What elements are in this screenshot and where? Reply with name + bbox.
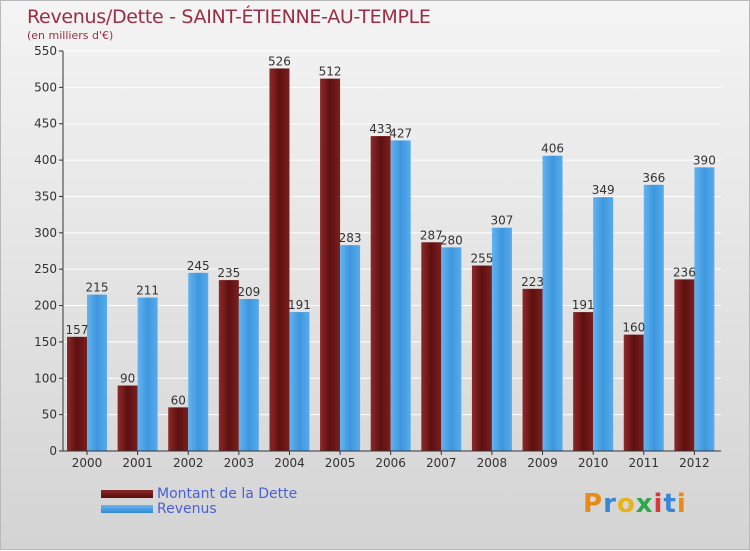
logo-letter: P — [583, 489, 604, 519]
revenue-bar — [441, 247, 462, 451]
legend-label-revenue: Revenus — [157, 501, 217, 517]
y-tick-label: 50 — [42, 408, 57, 422]
bar-value-label: 160 — [622, 321, 645, 335]
chart-title: Revenus/Dette - SAINT-ÉTIENNE-AU-TEMPLE — [27, 6, 431, 28]
revenue-bar — [694, 167, 715, 451]
debt-bar — [269, 68, 290, 452]
bar-value-label: 307 — [490, 214, 513, 228]
y-tick-label: 150 — [34, 335, 57, 349]
logo-letter: i — [653, 489, 664, 519]
bar-value-label: 366 — [642, 171, 665, 185]
debt-bar — [168, 407, 189, 451]
revenue-bar — [137, 297, 158, 451]
x-tick-label: 2004 — [274, 456, 305, 470]
y-tick-label: 500 — [34, 80, 57, 94]
revenue-bar — [542, 155, 563, 451]
x-tick-label: 2000 — [72, 456, 103, 470]
logo-letter: o — [616, 489, 636, 519]
y-tick-label: 550 — [34, 44, 57, 58]
debt-bar — [320, 78, 341, 452]
y-tick-label: 200 — [34, 299, 57, 313]
bar-value-label: 211 — [136, 284, 159, 298]
revenue-bar — [87, 294, 107, 451]
debt-bar — [370, 136, 391, 451]
legend-swatch-revenue — [101, 505, 153, 513]
revenue-bar — [643, 184, 664, 451]
bar-value-label: 349 — [592, 183, 615, 197]
revenue-bar — [289, 312, 310, 451]
y-tick-label: 400 — [34, 153, 57, 167]
logo-letter: r — [603, 489, 617, 519]
y-tick-label: 100 — [34, 371, 57, 385]
y-tick-label: 300 — [34, 226, 57, 240]
y-tick-label: 350 — [34, 189, 57, 203]
debt-bar — [421, 242, 442, 451]
x-tick-label: 2010 — [578, 456, 609, 470]
debt-bar — [117, 385, 138, 451]
bar-value-label: 209 — [237, 285, 260, 299]
debt-bar — [573, 312, 594, 451]
bar-value-label: 223 — [521, 275, 544, 289]
bar-value-label: 215 — [86, 281, 109, 295]
bar-value-label: 433 — [369, 122, 392, 136]
debt-bar — [218, 280, 239, 451]
debt-bar — [674, 279, 695, 451]
bar-value-label: 235 — [217, 266, 240, 280]
x-tick-label: 2008 — [477, 456, 508, 470]
debt-bar — [67, 336, 87, 451]
x-tick-label: 2006 — [375, 456, 406, 470]
bar-value-label: 157 — [66, 323, 89, 337]
legend-swatch-debt — [101, 490, 153, 498]
bar-value-label: 390 — [693, 153, 716, 167]
revenue-bar — [491, 227, 512, 451]
revenue-bar — [390, 140, 411, 452]
bar-value-label: 90 — [120, 372, 135, 386]
bar-value-label: 191 — [572, 298, 595, 312]
bar-value-label: 283 — [339, 231, 362, 245]
bar-value-label: 406 — [541, 142, 564, 156]
bar-value-label: 60 — [171, 393, 186, 407]
y-tick-label: 0 — [49, 444, 57, 458]
bar-value-label: 280 — [440, 233, 463, 247]
x-tick-label: 2005 — [325, 456, 356, 470]
legend-label-debt: Montant de la Dette — [157, 486, 298, 502]
x-tick-label: 2011 — [628, 456, 659, 470]
revenue-bar — [238, 299, 259, 451]
bar-value-label: 526 — [268, 54, 291, 68]
x-tick-label: 2003 — [224, 456, 255, 470]
x-tick-label: 2012 — [679, 456, 710, 470]
y-tick-label: 250 — [34, 262, 57, 276]
bar-value-label: 427 — [389, 126, 412, 140]
revenue-bar — [340, 245, 361, 451]
x-tick-label: 2001 — [122, 456, 153, 470]
logo-letter: i — [676, 489, 687, 519]
x-tick-label: 2002 — [173, 456, 204, 470]
logo-letter: t — [663, 489, 677, 519]
bar-value-label: 191 — [288, 298, 311, 312]
revenue-bar — [593, 197, 614, 451]
proxiti-logo: Proxiti — [583, 489, 687, 519]
x-tick-label: 2007 — [426, 456, 457, 470]
debt-bar — [522, 288, 543, 451]
chart-subtitle: (en milliers d'€) — [27, 29, 114, 42]
bar-value-label: 287 — [420, 228, 443, 242]
y-tick-label: 450 — [34, 117, 57, 131]
x-tick-label: 2009 — [527, 456, 558, 470]
bar-value-label: 245 — [187, 259, 210, 273]
revenue-bar — [188, 272, 209, 451]
debt-bar — [623, 334, 644, 451]
bar-value-label: 236 — [673, 265, 696, 279]
debt-bar — [471, 265, 492, 451]
bar-value-label: 512 — [319, 65, 342, 79]
bar-value-label: 255 — [470, 252, 493, 266]
logo-letter: x — [635, 489, 654, 519]
